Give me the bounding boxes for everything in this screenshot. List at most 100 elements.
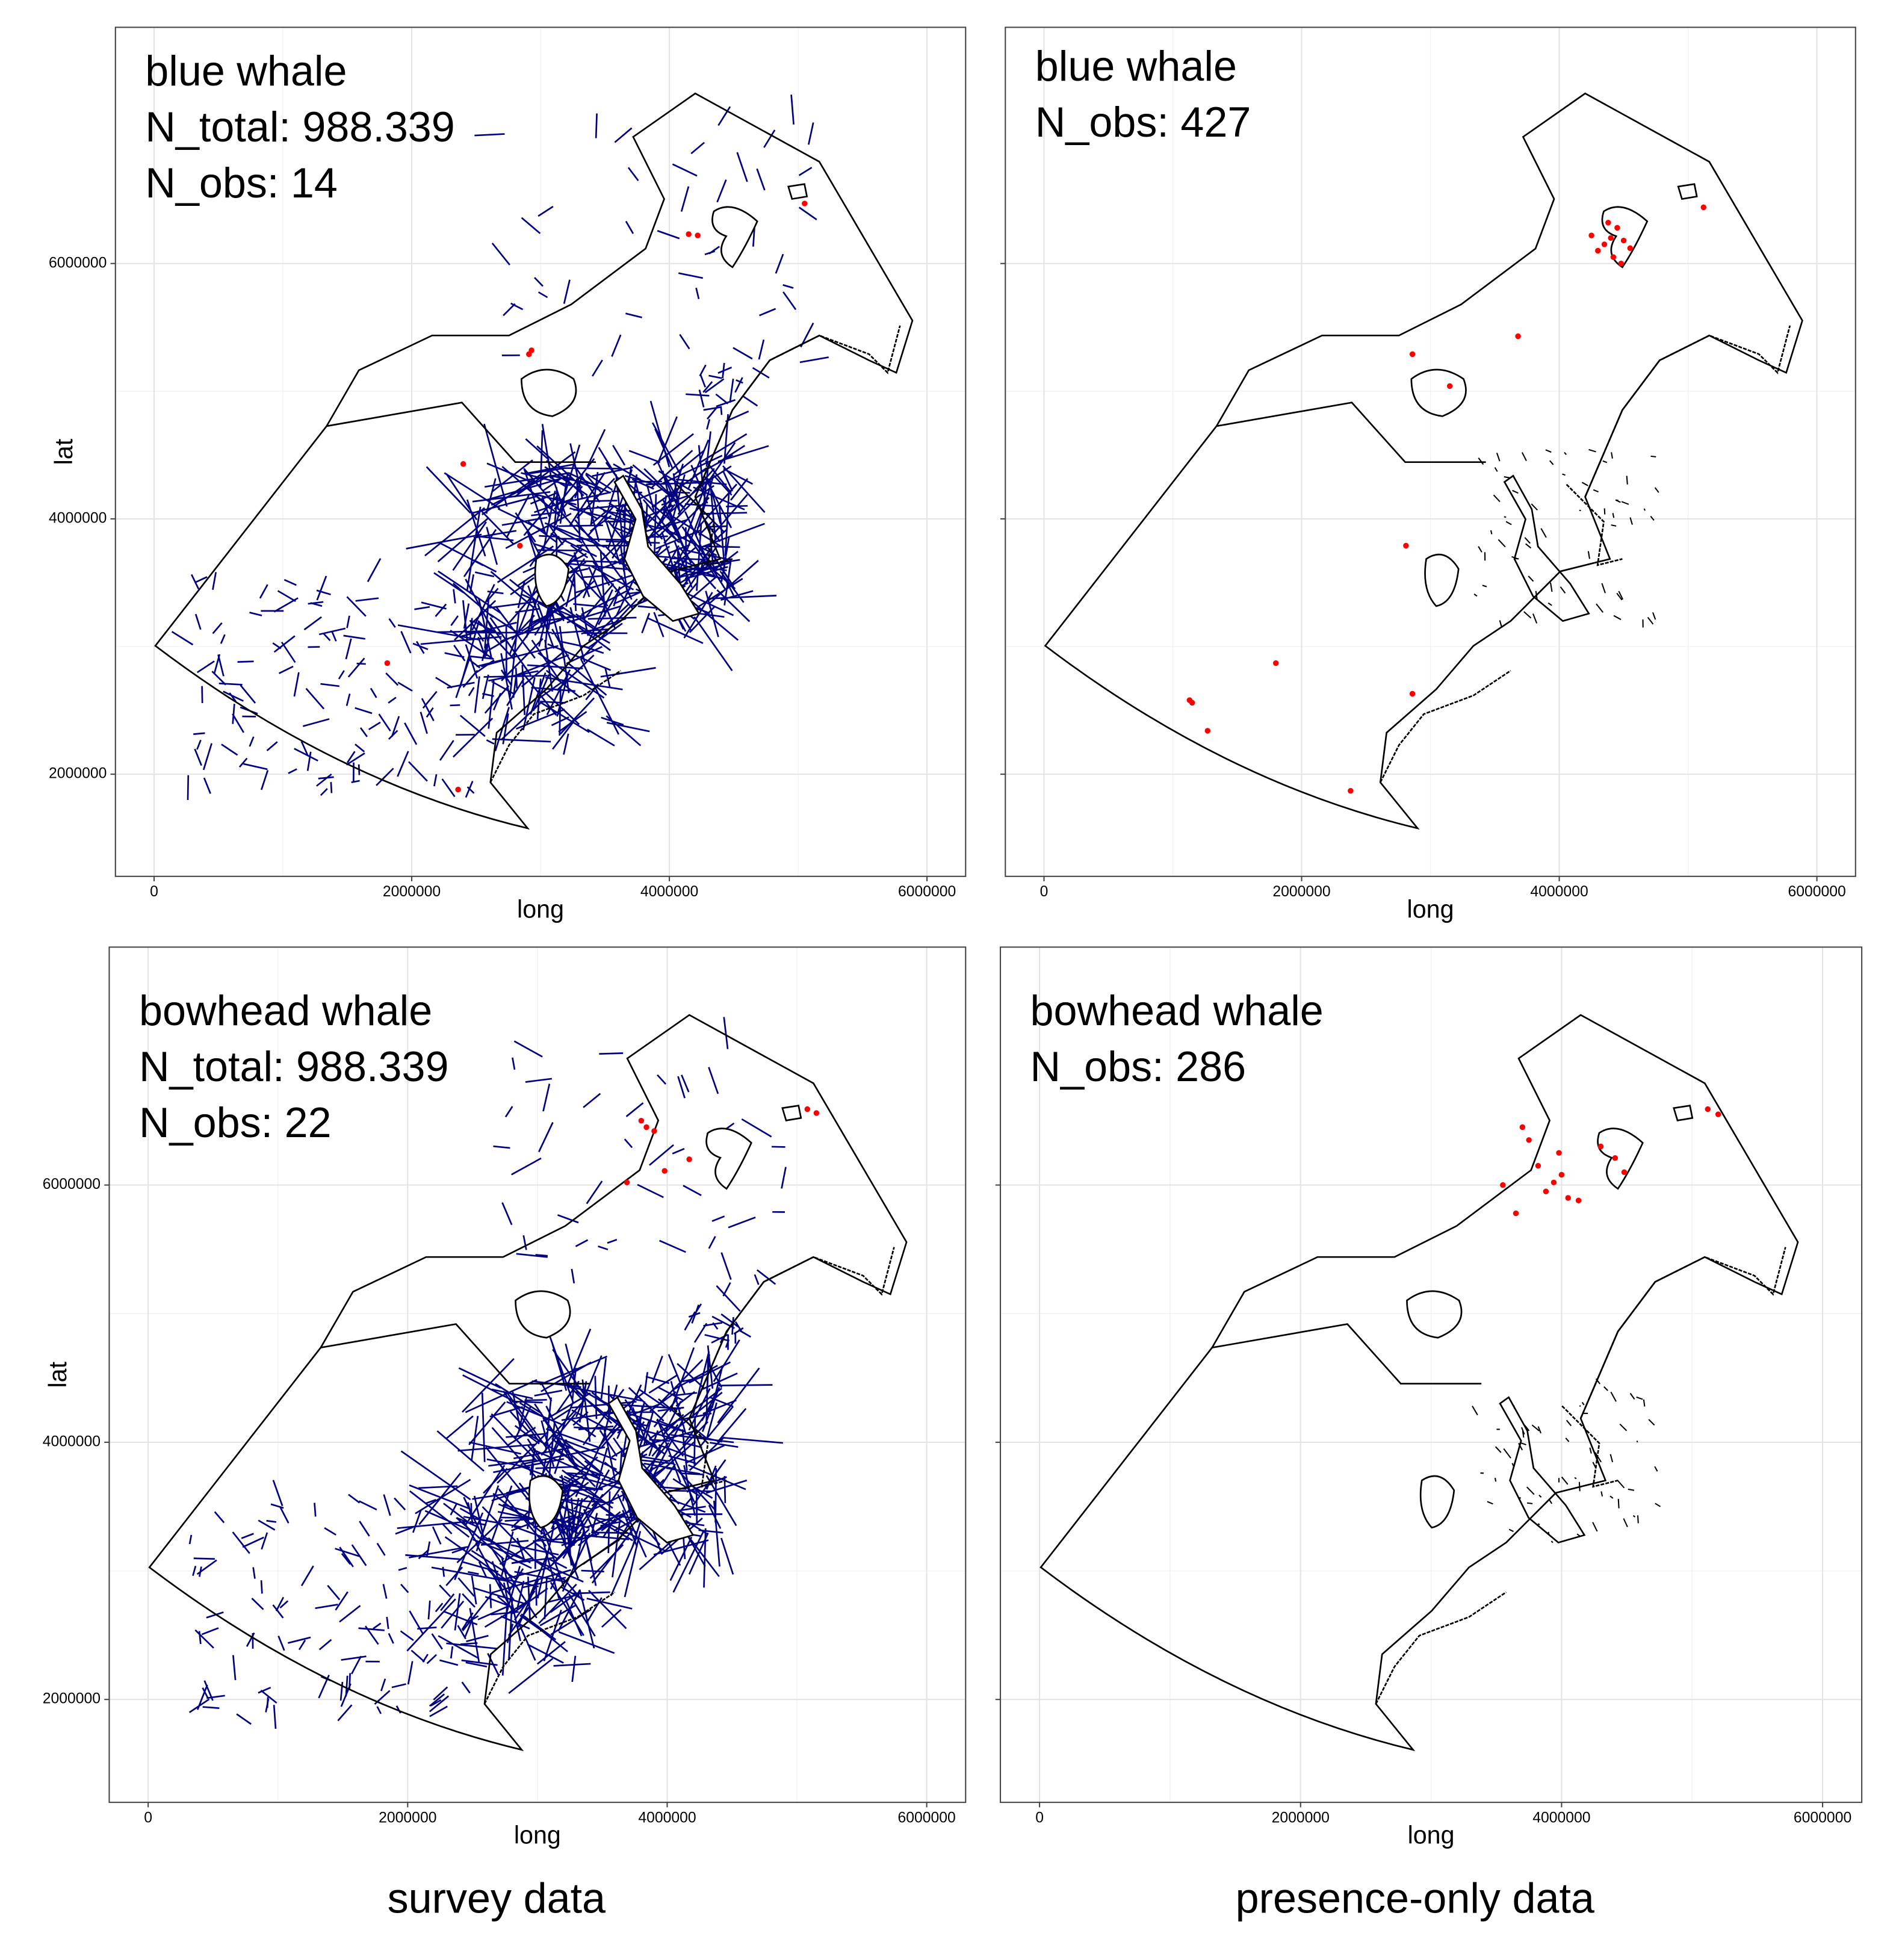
survey-track	[516, 654, 569, 676]
x-tick-label: 0	[1035, 1810, 1044, 1826]
survey-track	[457, 1444, 536, 1452]
coast-fragment	[1647, 616, 1654, 625]
sighting-point	[1621, 1169, 1628, 1175]
survey-track	[681, 1075, 690, 1093]
sighting-point	[661, 1168, 668, 1174]
survey-track	[469, 1521, 487, 1526]
coast-fragment	[1495, 1446, 1502, 1453]
survey-track	[717, 445, 769, 462]
survey-track	[491, 1413, 538, 1462]
survey-track	[503, 1582, 510, 1607]
survey-track	[464, 1621, 472, 1638]
survey-track	[614, 127, 633, 143]
survey-track	[474, 571, 495, 578]
x-tick-label: 2000000	[1272, 1810, 1330, 1826]
survey-track	[587, 504, 615, 537]
survey-track	[705, 1479, 748, 1494]
coastline	[1673, 1105, 1694, 1121]
x-tick-label: 0	[150, 884, 158, 900]
survey-track	[470, 656, 494, 660]
coast-fragment	[1654, 1466, 1658, 1472]
survey-track	[709, 480, 716, 540]
survey-track	[560, 1586, 585, 1601]
survey-track	[466, 506, 482, 591]
coast-fragment	[1478, 457, 1484, 465]
coast-fragment	[1650, 455, 1656, 457]
survey-track	[355, 707, 373, 715]
survey-track	[559, 1475, 599, 1499]
survey-track	[572, 560, 620, 563]
survey-track	[686, 491, 710, 551]
x-tick-label: 4000000	[638, 1810, 696, 1826]
survey-track	[406, 533, 482, 550]
survey-track	[563, 279, 571, 304]
survey-track	[607, 1238, 618, 1244]
coast-fragment	[1648, 1419, 1655, 1426]
survey-track	[607, 506, 624, 549]
survey-track	[521, 217, 541, 234]
survey-track	[421, 601, 447, 610]
survey-track	[300, 1565, 314, 1586]
survey-track	[509, 578, 538, 603]
survey-track	[649, 1439, 671, 1442]
study-area	[154, 92, 914, 830]
sighting-point	[624, 1179, 630, 1186]
survey-track	[435, 1602, 444, 1613]
coastline	[694, 325, 901, 497]
coast-fragment	[1526, 1502, 1533, 1504]
survey-track	[518, 1396, 528, 1433]
survey-track	[206, 1611, 224, 1619]
survey-track	[508, 1598, 513, 1659]
survey-track	[501, 1605, 508, 1676]
survey-track	[527, 521, 558, 544]
survey-track	[511, 1157, 542, 1176]
annotation: N_obs: 286	[1030, 1043, 1247, 1090]
survey-track	[648, 1374, 677, 1394]
coast-fragment	[1538, 1494, 1542, 1498]
survey-track	[541, 1412, 577, 1456]
survey-track	[510, 1544, 559, 1556]
survey-track	[551, 628, 609, 634]
survey-track	[358, 1627, 385, 1631]
survey-track	[583, 645, 604, 654]
survey-track	[656, 460, 681, 513]
survey-track	[458, 1367, 501, 1389]
coast-fragment	[1478, 546, 1482, 553]
survey-track	[202, 743, 212, 771]
survey-track	[340, 1683, 352, 1707]
survey-track	[613, 591, 642, 605]
survey-track	[628, 450, 661, 464]
survey-track	[652, 433, 694, 466]
survey-track	[640, 504, 674, 520]
survey-track	[742, 395, 758, 407]
survey-track	[443, 1503, 468, 1522]
sighting-point	[1409, 351, 1416, 358]
survey-track	[573, 603, 606, 608]
survey-track	[571, 1655, 577, 1682]
coast-fragment	[1652, 612, 1656, 620]
survey-track	[351, 780, 360, 783]
survey-track	[736, 152, 748, 182]
coastline	[489, 669, 622, 783]
coast-fragment	[1494, 467, 1498, 472]
x-axis-label: long	[517, 895, 564, 923]
survey-track	[232, 1655, 237, 1681]
survey-track	[758, 340, 765, 360]
coast-fragment	[1626, 476, 1628, 485]
survey-track	[486, 527, 498, 565]
survey-track	[414, 606, 430, 610]
survey-track	[541, 424, 552, 477]
caption: survey data	[388, 1875, 606, 1922]
survey-track	[656, 1419, 684, 1457]
coastline	[521, 368, 577, 417]
survey-track	[684, 511, 711, 568]
survey-track	[439, 1659, 459, 1666]
survey-track	[688, 1464, 746, 1490]
survey-track	[412, 1509, 422, 1533]
survey-track	[596, 506, 632, 524]
coast-fragment	[1643, 1399, 1646, 1407]
survey-track	[557, 497, 599, 520]
survey-track	[472, 1587, 524, 1604]
survey-track	[514, 451, 576, 498]
survey-track	[279, 1506, 290, 1524]
